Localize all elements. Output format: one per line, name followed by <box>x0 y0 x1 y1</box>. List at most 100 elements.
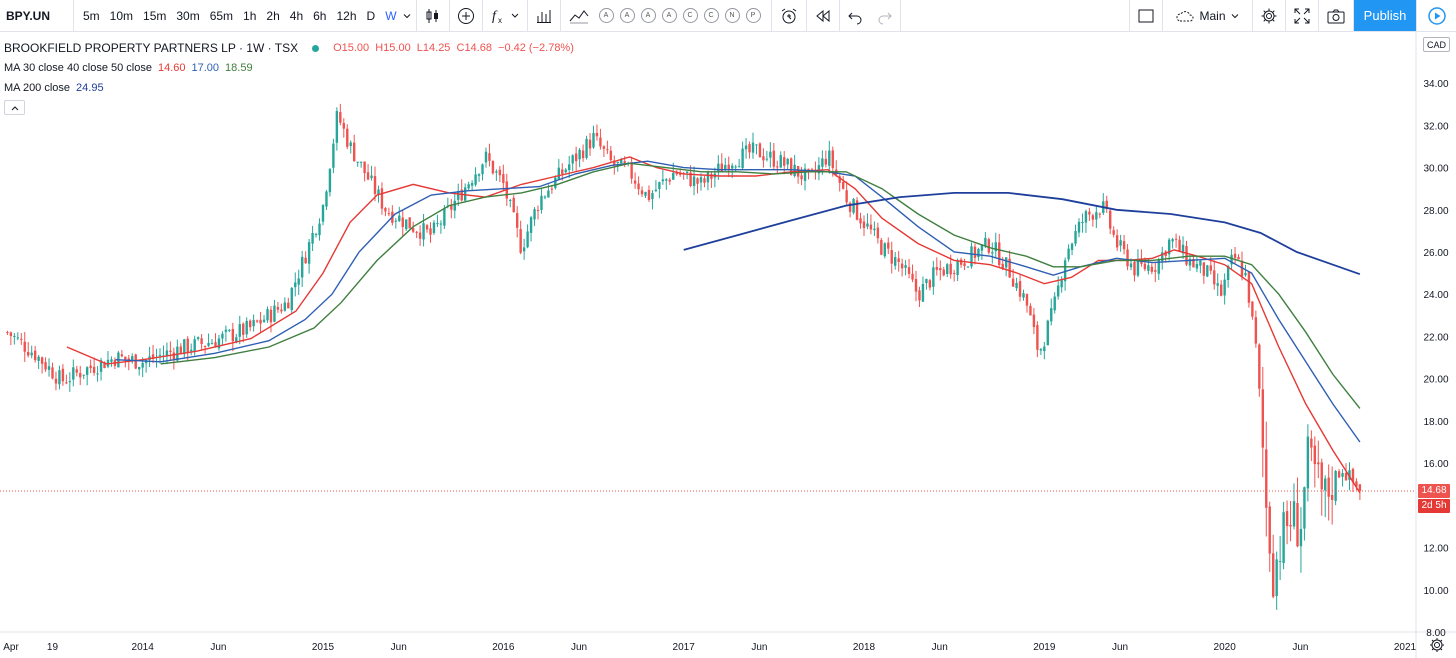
interval-15m[interactable]: 15m <box>143 8 167 23</box>
interval-6h[interactable]: 6h <box>313 8 327 23</box>
candle-body <box>99 360 103 372</box>
interval-w[interactable]: W <box>385 8 397 23</box>
candle-body <box>1050 308 1053 322</box>
interval-4h[interactable]: 4h <box>289 8 304 23</box>
change-value: −0.42 (−2.78%) <box>498 42 574 54</box>
alert-button[interactable] <box>772 0 807 32</box>
candle-body <box>939 268 942 271</box>
publish-button[interactable]: Publish <box>1354 0 1416 31</box>
candle-body <box>748 144 751 153</box>
redo-button[interactable] <box>870 0 901 32</box>
collapse-legend-button[interactable] <box>4 100 25 115</box>
candle-body <box>897 258 900 262</box>
replay-button[interactable] <box>807 0 840 32</box>
candle-body <box>731 165 734 169</box>
interval-30m[interactable]: 30m <box>176 8 200 23</box>
candle-body <box>491 160 495 174</box>
candle-body <box>755 144 758 146</box>
candle-body <box>1272 553 1275 597</box>
candle-body <box>231 328 235 342</box>
candle-body <box>724 164 727 171</box>
symbol-search[interactable]: BPY.UN <box>0 0 74 32</box>
interval-d[interactable]: D <box>366 8 376 23</box>
fullscreen-icon <box>1294 8 1310 23</box>
candle-body <box>623 161 626 165</box>
candle-body <box>529 217 533 233</box>
layout-toggle-button[interactable] <box>1129 0 1163 32</box>
candle-body <box>741 148 744 169</box>
candle-body <box>1178 239 1181 252</box>
candle-body <box>1282 512 1285 564</box>
interval-1h[interactable]: 1h <box>243 8 257 23</box>
currency-label[interactable]: CAD <box>1423 37 1450 52</box>
layout-menu[interactable]: Main <box>1163 0 1253 32</box>
candle-body <box>23 341 26 352</box>
candle-body <box>1237 256 1240 260</box>
candle-body <box>949 263 952 275</box>
candle-body <box>661 179 665 182</box>
candle-body <box>1296 503 1299 547</box>
candle-body <box>1199 260 1202 266</box>
candle-body <box>221 333 224 339</box>
candle-body <box>276 307 280 310</box>
candle-body <box>1292 501 1296 527</box>
candle-body <box>845 190 848 203</box>
candle-body <box>484 151 488 163</box>
indicator-toggle-a[interactable]: A <box>598 8 614 23</box>
candle-body <box>252 319 255 327</box>
last-price-tag: 14.68 <box>1418 483 1450 498</box>
ma-label: MA 30 close 40 close 50 close <box>4 62 152 74</box>
axis-settings-icon[interactable] <box>1428 636 1446 654</box>
y-tick-label: 8.00 <box>1426 628 1446 639</box>
candle-body <box>1001 263 1004 270</box>
candle-body <box>1192 259 1195 268</box>
candle-body <box>457 190 460 200</box>
candle-body <box>855 200 859 220</box>
candle-body <box>880 239 883 255</box>
compare-button[interactable] <box>450 0 483 32</box>
candle-body <box>92 366 96 373</box>
ma200-legend-row[interactable]: MA 200 close 24.95 <box>4 78 577 98</box>
candle-body <box>928 280 932 288</box>
indicator-toggle-c[interactable]: C <box>703 8 719 23</box>
interval-2h[interactable]: 2h <box>266 8 280 23</box>
indicator-toggle-a[interactable]: A <box>661 8 677 23</box>
financials-button[interactable] <box>528 0 561 32</box>
interval-65m[interactable]: 65m <box>209 8 234 23</box>
candle-body <box>720 163 724 173</box>
indicator-toggle-c[interactable]: C <box>682 8 698 23</box>
chart-type-button[interactable] <box>417 0 450 32</box>
interval-10m[interactable]: 10m <box>109 8 134 23</box>
candle-body <box>644 191 647 196</box>
candle-body <box>1216 283 1219 286</box>
candle-body <box>196 337 200 339</box>
candle-body <box>1143 263 1147 270</box>
settings-button[interactable] <box>1253 0 1286 32</box>
candle-body <box>79 373 82 378</box>
candle-body <box>422 223 425 240</box>
x-tick-label: 2021 <box>1394 642 1417 653</box>
candle-body <box>85 367 89 375</box>
play-button[interactable] <box>1416 0 1456 31</box>
interval-5m[interactable]: 5m <box>83 8 100 23</box>
candle-body <box>762 156 765 161</box>
candle-body <box>418 232 422 239</box>
chevron-down-icon[interactable] <box>402 11 412 21</box>
indicator-toggle-a[interactable]: A <box>640 8 656 23</box>
ma-legend-row[interactable]: MA 30 close 40 close 50 close 14.60 17.0… <box>4 58 577 78</box>
interval-12h[interactable]: 12h <box>336 8 357 23</box>
undo-button[interactable] <box>840 0 870 32</box>
fullscreen-button[interactable] <box>1286 0 1319 32</box>
indicator-toggle-p[interactable]: P <box>745 8 761 23</box>
indicator-toggle-n[interactable]: N <box>724 8 740 23</box>
x-tick-label: Jun <box>391 642 407 653</box>
candle-body <box>1344 472 1348 481</box>
x-tick-label: Jun <box>1292 642 1308 653</box>
y-tick-label: 16.00 <box>1423 459 1448 470</box>
snapshot-button[interactable] <box>1319 0 1354 32</box>
indicator-toggle-a[interactable]: A <box>619 8 635 23</box>
price-chart[interactable]: 34.00 32.00 30.00 28.00 26.00 24.00 22.00 20.00… <box>0 32 1456 658</box>
y-tick-label: 22.00 <box>1423 332 1448 343</box>
